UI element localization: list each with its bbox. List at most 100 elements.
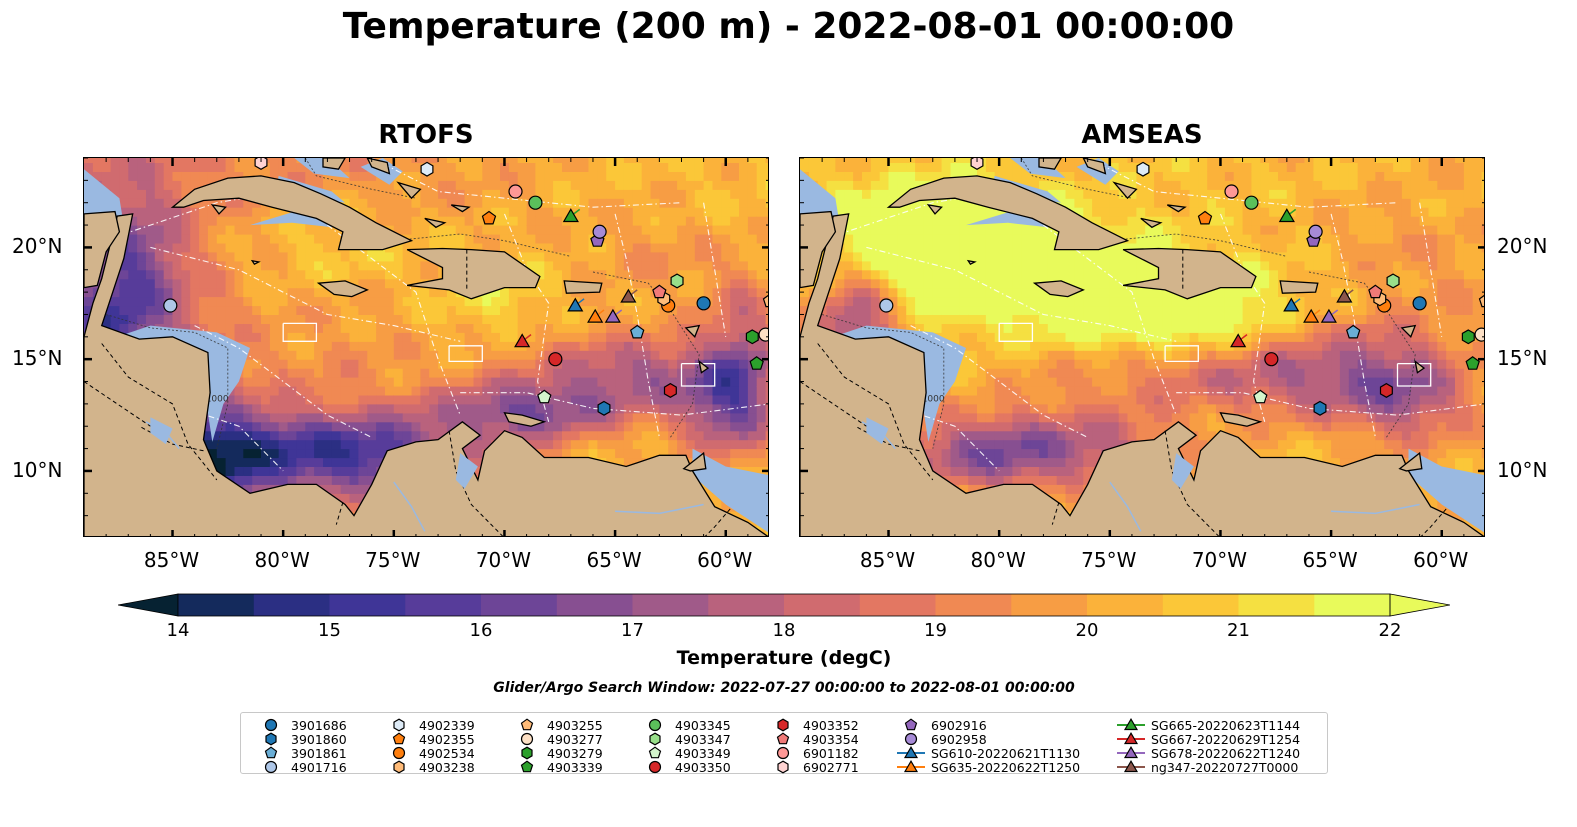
platform-markers (879, 158, 1484, 416)
legend-item: SG665-20220623T1144 (1115, 716, 1300, 734)
legend-label: 6902771 (803, 759, 859, 775)
legend-item: 3901686 (255, 716, 347, 734)
legend-marker-icon (393, 760, 405, 774)
legend-label: 4903354 (803, 731, 859, 747)
legend-label: 4902534 (419, 745, 475, 761)
legend-marker (649, 732, 661, 746)
legend-marker-icon (1117, 746, 1145, 759)
legend-marker (1123, 718, 1139, 731)
land-tc (450, 204, 471, 213)
land-gua (684, 324, 701, 338)
colorbar-segment (329, 594, 406, 616)
colorbar (117, 593, 1451, 617)
marker-4903277 (1474, 327, 1484, 342)
legend-label: 3901686 (291, 717, 347, 733)
colorbar-segment (859, 594, 937, 616)
legend-item: SG610-20220621T1130 (895, 744, 1080, 762)
land-gua (1400, 324, 1417, 338)
colorbar-tick-label: 15 (318, 620, 341, 641)
land-yucatan (84, 210, 121, 289)
land-cayman (250, 259, 261, 266)
marker-3901861 (1345, 324, 1361, 339)
colorbar-tick-label: 19 (924, 620, 947, 641)
colorbar-label: Temperature (degC) (676, 647, 892, 669)
legend-marker (776, 746, 790, 760)
legend-item: SG678-20220622T1240 (1115, 744, 1300, 762)
legend-item: 4902355 (383, 730, 475, 748)
legend-marker-icon (520, 718, 534, 731)
marker-4903255 (762, 294, 768, 308)
land-pr (563, 280, 603, 294)
legend-marker (392, 746, 406, 760)
land-bahamas1 (322, 158, 346, 170)
marker-6902958 (1308, 224, 1323, 239)
marker-6902771 (970, 158, 984, 170)
lon-tick-label: 75°W (1081, 548, 1137, 572)
marker-4903279 (745, 329, 759, 345)
legend-marker-icon (520, 760, 534, 773)
legend-marker (904, 732, 918, 746)
land-cuba_isle (210, 203, 227, 215)
legend-label: 4902339 (419, 717, 475, 733)
legend-item: 4903354 (767, 730, 859, 748)
land-trinidad (1398, 451, 1423, 472)
frame-ticks (800, 158, 1484, 536)
colorbar-segment (1238, 594, 1315, 616)
marker-4903352 (1379, 382, 1393, 398)
marker-4903347 (670, 273, 684, 289)
lon-tick-label: 85°W (143, 548, 200, 572)
legend-marker-icon (520, 732, 534, 746)
legend-item: 6902958 (895, 730, 987, 748)
legend-marker-icon (897, 760, 925, 773)
marker-4903354 (1368, 284, 1383, 299)
land-trinidad (682, 451, 707, 472)
colorbar-segment (632, 594, 709, 616)
legend-label: SG678-20220622T1240 (1151, 745, 1301, 761)
land-cuba (170, 175, 414, 251)
lat-tick-label-right: 20°N (1497, 234, 1548, 259)
lake-nicaragua (866, 417, 889, 445)
marker-4903350 (1264, 352, 1279, 367)
colorbar-tick-label: 18 (772, 620, 796, 641)
legend-marker (520, 760, 534, 773)
eez-boundaries (800, 158, 1484, 472)
land-bahamas3 (396, 181, 422, 200)
platform-markers (163, 158, 768, 416)
colorbar-segment (708, 594, 785, 616)
marker-3901860 (597, 400, 611, 416)
colorbar-tick-label: 14 (166, 620, 190, 641)
lake-maracaibo (455, 453, 478, 489)
colorbar-segment (178, 594, 255, 616)
colorbar-tick-label: 21 (1227, 620, 1250, 641)
frame-ticks (84, 158, 768, 536)
marker-4903350 (548, 352, 563, 367)
legend-item: 4903255 (511, 716, 603, 734)
lake-nicaragua (150, 417, 173, 445)
colorbar-tick-label: 16 (469, 620, 493, 641)
legend-marker (1123, 760, 1139, 773)
legend-item: SG667-20220629T1254 (1115, 730, 1300, 748)
lon-tick-label: 60°W (1413, 548, 1469, 572)
legend-label: 4903255 (547, 717, 603, 733)
lat-tick-label-left: 10°N (12, 457, 63, 482)
legend-marker-icon (904, 732, 918, 746)
lat-tick-label-left: 15°N (12, 346, 63, 371)
colorbar-segment (784, 594, 861, 616)
legend-label: 4903339 (547, 759, 603, 775)
land-cuba (886, 175, 1130, 251)
marker-6901182 (1224, 184, 1239, 199)
marker-4903339 (1465, 356, 1480, 370)
legend-item: 3901860 (255, 730, 347, 748)
legend-label: 4903238 (419, 759, 475, 775)
legend-marker-icon (776, 746, 790, 760)
isobath-contours (821, 158, 1416, 449)
legend-marker (521, 746, 533, 760)
legend-item: 4903350 (639, 758, 731, 776)
land-yucatan (800, 210, 837, 289)
marker-4901716 (879, 298, 894, 313)
legend-marker-icon (649, 732, 661, 746)
lon-tick-label: 70°W (1191, 548, 1248, 572)
colorbar-segment (1162, 594, 1240, 616)
marker-4903345 (1244, 195, 1259, 210)
platform-legend: 3901686 3901860 3901861 4901716 4902339 49023… (240, 712, 1328, 776)
